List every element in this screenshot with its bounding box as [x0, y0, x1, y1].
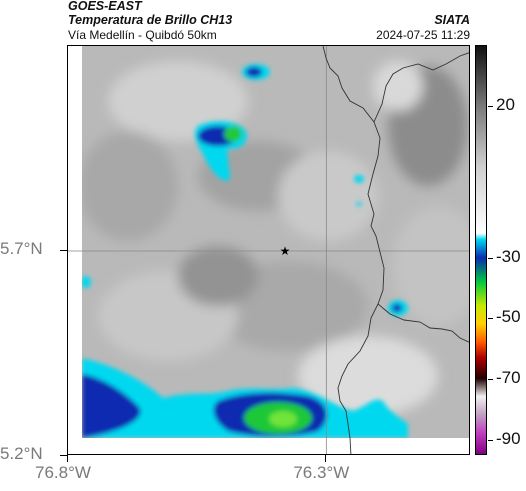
colorbar-tick	[488, 105, 493, 107]
satellite-map: ★	[67, 45, 470, 455]
lat-label: 5.2°N	[0, 444, 43, 463]
colorbar	[475, 45, 487, 455]
lon-label: 76.3°W	[293, 463, 350, 482]
lat-label: 5.7°N	[0, 239, 43, 258]
colorbar-tick	[488, 257, 493, 259]
grid-lines	[68, 46, 469, 454]
lon-label: 76.8°W	[35, 463, 91, 482]
colorbar-tick	[488, 318, 493, 320]
brightness-field	[82, 46, 469, 438]
organization-label: SIATA	[434, 13, 470, 27]
route-subtitle: Vía Medellín - Quibdó 50km	[68, 28, 217, 42]
colorbar-label: -30	[496, 246, 521, 266]
colorbar-tick	[488, 439, 493, 441]
lat-tick	[60, 250, 67, 251]
colorbar-label: -50	[496, 307, 521, 327]
lat-tick	[60, 455, 67, 456]
colorbar-label: -70	[496, 368, 521, 388]
colorbar-tick	[488, 379, 493, 381]
satellite-title: GOES-EAST	[68, 0, 142, 13]
map-canvas: ★	[68, 46, 469, 454]
colorbar-label: 20	[496, 94, 515, 114]
lon-tick	[325, 455, 327, 462]
colorbar-label: -90	[496, 428, 521, 448]
product-title: Temperatura de Brillo CH13	[68, 13, 233, 27]
datetime-label: 2024-07-25 11:29	[376, 28, 470, 42]
location-marker: ★	[280, 244, 291, 258]
lon-tick	[67, 455, 68, 462]
border-lines	[322, 46, 469, 454]
